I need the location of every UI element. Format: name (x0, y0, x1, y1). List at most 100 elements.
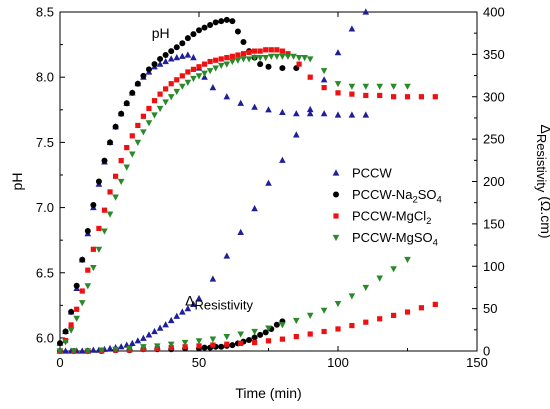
pccw-mgso4-ph-point (173, 88, 181, 96)
pccw-mgso4-resistivity-point (84, 348, 92, 355)
pccw-na2so4-ph-point (229, 18, 236, 25)
series-3 (56, 53, 411, 355)
pccw-mgso4-ph-point (90, 264, 97, 272)
pccw-resistivity-point (279, 156, 286, 163)
pccw-mgcl2-ph-point (113, 173, 119, 179)
pccw-na2so4-ph-point (140, 72, 147, 79)
pccw-mgso4-resistivity-point (140, 344, 147, 351)
y-left-tick-label: 6.5 (36, 265, 54, 280)
pccw-mgso4-ph-point (273, 53, 281, 60)
pccw-mgcl2-ph-point (163, 86, 169, 92)
pccw-ph-point (190, 54, 197, 61)
pccw-ph-point (265, 106, 272, 113)
pccw-mgso4-ph-point (190, 75, 197, 83)
pccw-mgso4-resistivity-point (98, 347, 105, 354)
pccw-mgso4-ph-point (73, 315, 80, 323)
pccw-mgso4-ph-point (348, 83, 356, 90)
pccw-mgso4-ph-point (376, 83, 383, 90)
pccw-na2so4-ph-point (218, 18, 225, 25)
legend-marker-1 (333, 191, 339, 198)
pccw-mgso4-resistivity-point (362, 284, 370, 292)
pccw-mgcl2-resistivity-point (335, 326, 341, 332)
y-left-tick-label: 6.0 (36, 330, 54, 345)
pccw-ph-point (362, 111, 370, 118)
chart-legend: PCCW PCCW-Na2SO4 PCCW-MgCl2 PCCW-MgSO4 (332, 166, 442, 249)
y-right-tick-label: 250 (483, 132, 505, 147)
pccw-mgcl2-ph-point (224, 55, 230, 61)
pccw-mgcl2-resistivity-point (182, 344, 188, 350)
pccw-ph-point (279, 108, 286, 115)
pccw-mgcl2-resistivity-point (224, 341, 230, 347)
pccw-na2so4-ph-point (68, 308, 75, 315)
pccw-mgcl2-ph-point (363, 92, 369, 99)
pccw-mgso4-ph-point (256, 55, 264, 62)
pccw-mgcl2-ph-point (274, 47, 280, 53)
pccw-mgso4-resistivity-point (195, 338, 203, 345)
pccw-mgcl2-ph-point (118, 158, 124, 164)
pccw-na2so4-ph-point (173, 44, 180, 51)
pccw-na2so4-resistivity-point (246, 336, 253, 343)
pccw-ph-point (293, 110, 300, 117)
pccw-mgcl2-ph-point (391, 94, 397, 100)
pccw-mgcl2-resistivity-point (196, 343, 202, 349)
pccw-mgcl2-ph-point (377, 92, 383, 99)
pccw-na2so4-ph-point (201, 24, 208, 31)
pccw-mgcl2-resistivity-point (238, 340, 244, 346)
pccw-mgcl2-ph-point (135, 122, 141, 129)
pccw-mgso4-ph-point (306, 56, 314, 63)
pccw-mgcl2-ph-point (124, 145, 130, 151)
pccw-mgcl2-ph-point (296, 61, 302, 67)
pccw-mgso4-resistivity-point (181, 339, 189, 347)
y-right-tick-label: 300 (483, 89, 505, 104)
pccw-mgcl2-ph-point (240, 51, 247, 57)
pccw-mgcl2-ph-point (218, 56, 224, 62)
pccw-mgcl2-ph-point (168, 81, 174, 87)
pccw-mgso4-ph-point (101, 228, 108, 235)
pccw-mgcl2-ph-point (246, 49, 252, 56)
pccw-mgso4-resistivity-point (223, 333, 231, 341)
y-right-tick-label: 100 (483, 259, 505, 274)
pccw-mgcl2-ph-point (268, 47, 274, 53)
pccw-mgcl2-ph-point (404, 94, 411, 100)
pccw-mgso4-ph-point (206, 68, 214, 75)
pccw-mgso4-ph-point (184, 79, 192, 87)
pccw-na2so4-ph-point (129, 89, 136, 96)
pccw-mgso4-ph-point (95, 246, 103, 253)
pccw-mgcl2-ph-point (190, 66, 197, 72)
pccw-mgso4-ph-point (134, 139, 142, 146)
pccw-mgso4-resistivity-point (320, 307, 328, 314)
pccw-mgcl2-ph-point (418, 94, 424, 100)
pccw-na2so4-resistivity-point (262, 329, 269, 336)
pccw-na2so4-ph-point (190, 31, 197, 38)
pccw-resistivity-point (78, 347, 86, 354)
pccw-mgso4-ph-point (334, 81, 342, 88)
pccw-mgcl2-resistivity-point (307, 331, 313, 337)
pccw-mgcl2-resistivity-point (404, 309, 411, 315)
pccw-mgso4-ph-point (262, 55, 270, 62)
x-tick-label: 150 (466, 355, 488, 370)
pccw-mgso4-ph-point (290, 53, 297, 60)
y-right-tick-label: 150 (483, 216, 505, 231)
pccw-mgcl2-ph-point (349, 91, 355, 97)
pccw-mgcl2-ph-point (151, 98, 158, 104)
pccw-na2so4-ph-point (57, 340, 63, 347)
annotation-1: ΔResistivity (185, 292, 253, 312)
pccw-mgso4-ph-point (112, 194, 119, 201)
pccw-mgso4-ph-point (84, 283, 92, 290)
pccw-ph-point (173, 54, 181, 61)
pccw-mgcl2-ph-point (201, 61, 208, 67)
pccw-mgcl2-ph-point (257, 48, 263, 54)
pccw-resistivity-point (179, 308, 186, 315)
pccw-mgcl2-resistivity-point (293, 333, 299, 340)
pccw-mgso4-ph-point (295, 55, 303, 62)
pccw-resistivity-point (151, 327, 158, 335)
pccw-mgcl2-ph-point (432, 94, 438, 100)
pccw-mgcl2-resistivity-point (432, 301, 438, 307)
pccw-na2so4-resistivity-point (201, 344, 208, 351)
pccw-na2so4-ph-point (162, 52, 169, 59)
pccw-na2so4-ph-point (257, 61, 264, 68)
pccw-na2so4-ph-point (265, 63, 272, 70)
pccw-mgcl2-ph-point (335, 90, 341, 96)
pccw-ph-point (348, 111, 356, 118)
